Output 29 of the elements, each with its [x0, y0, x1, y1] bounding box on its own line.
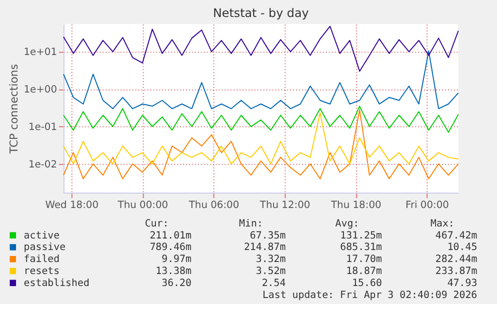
- line-series: [62, 50, 459, 110]
- text: 13.38m 3.52m 18.87m 233.87m: [156, 266, 478, 278]
- y-axis-title: TCP connections: [8, 64, 21, 155]
- line-series: [62, 106, 459, 133]
- x-tick-label: Thu 18:00: [330, 200, 382, 212]
- text: Last update: Fri Apr 3 02:40:09 2026: [262, 290, 478, 301]
- text: 211.01m 67.35m 131.25m 467.42m: [150, 230, 478, 242]
- x-tick-label: Wed 18:00: [45, 200, 99, 212]
- x-tick-label: Thu 00:00: [116, 200, 168, 212]
- legend-label: failed: [24, 254, 60, 266]
- text: 36.20 2.54 15.60 47.93: [162, 278, 478, 289]
- text: Cur: Min: Avg: Max:: [144, 218, 454, 230]
- line-series: [62, 109, 459, 180]
- x-tick-label: Thu 06:00: [188, 200, 240, 212]
- legend-label: resets: [24, 266, 60, 278]
- legend-label: active: [24, 230, 60, 242]
- x-tick-label: Thu 12:00: [258, 200, 310, 212]
- line-series: [62, 112, 459, 164]
- y-tick-label: 1e-02: [28, 159, 58, 170]
- text: 789.46m 214.87m 685.31m 10.45: [150, 242, 478, 254]
- chart-title: Netstat - by day: [213, 6, 309, 20]
- legend-label: passive: [24, 242, 66, 254]
- legend-label: established: [24, 278, 90, 289]
- text: 9.97m 3.32m 17.70m 282.44m: [162, 254, 478, 266]
- y-tick-label: 1e+00: [24, 84, 58, 96]
- x-tick-label: Fri 00:00: [405, 200, 449, 212]
- line-series: [62, 26, 459, 72]
- y-tick-label: 1e+01: [24, 47, 58, 58]
- y-tick-label: 1e-01: [28, 122, 58, 133]
